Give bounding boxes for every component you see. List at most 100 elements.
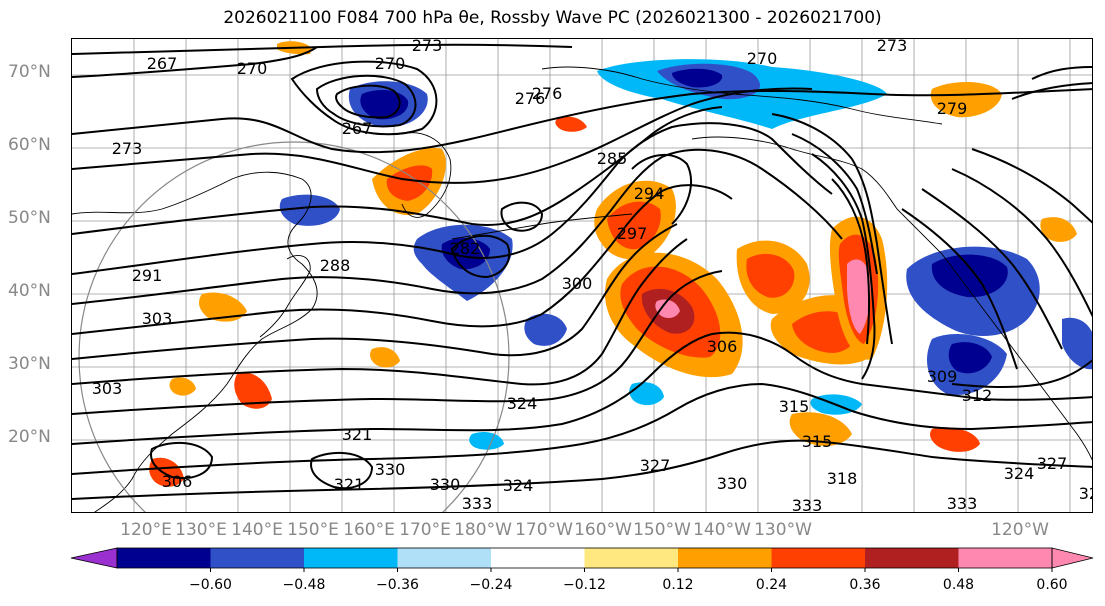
longitude-label: 180°W	[454, 520, 512, 540]
theta-e-contour	[72, 46, 318, 78]
positive-anomaly-region	[930, 82, 1002, 118]
contour-label: 294	[634, 184, 665, 203]
contour-label: 306	[707, 337, 738, 356]
positive-anomaly-region	[847, 259, 871, 334]
contour-label: 330	[430, 475, 461, 494]
longitude-label: 150°E	[287, 520, 339, 540]
theta-e-contour	[72, 122, 833, 275]
positive-anomaly-region	[746, 253, 795, 298]
theta-e-contour	[1031, 66, 1092, 80]
positive-anomaly-region	[607, 201, 661, 250]
positive-anomaly-region	[555, 116, 587, 132]
colorbar-bin	[678, 548, 772, 568]
theta-e-contour	[951, 168, 1092, 318]
positive-anomaly-region	[199, 292, 247, 322]
theta-e-contour	[310, 451, 374, 489]
colorbar-bin	[491, 548, 585, 568]
theta-e-contour	[335, 84, 401, 119]
colorbar-tick-label: −0.36	[376, 577, 419, 593]
contour-label: 333	[462, 494, 493, 513]
longitude-label: 120°W	[991, 520, 1049, 540]
colorbar-tick-label: 0.60	[1036, 577, 1068, 593]
latitude-label: 20°N	[8, 427, 51, 447]
positive-anomaly-region	[930, 427, 980, 452]
theta-e-contour	[791, 133, 878, 275]
contour-label: 270	[375, 54, 406, 73]
theta-e-contour	[290, 60, 438, 136]
theta-e-contour	[72, 270, 723, 415]
longitude-label: 120°E	[120, 520, 172, 540]
theta-e-contour	[921, 188, 1063, 350]
contour-label: 276	[532, 84, 563, 103]
kamchatka-coastline	[401, 132, 452, 218]
colorbar-bin	[304, 548, 398, 568]
negative-anomaly-region	[1062, 317, 1092, 370]
contour-label: 306	[162, 472, 193, 491]
contour-label: 327	[1037, 454, 1068, 473]
colorbar-tick-label: 0.48	[942, 577, 975, 593]
colorbar-boxes	[70, 547, 1094, 572]
positive-anomaly-region	[234, 372, 272, 409]
longitude-label: 140°E	[231, 520, 283, 540]
latitude-label: 70°N	[8, 62, 51, 82]
theta-e-contour	[72, 148, 843, 305]
negative-anomaly-region	[279, 194, 340, 226]
colorbar-bin	[397, 548, 491, 568]
contour-label: 273	[877, 39, 908, 55]
contour-label: 324	[503, 476, 534, 495]
theta-e-contour	[150, 441, 214, 479]
latitude-label: 40°N	[8, 281, 51, 301]
theta-e-contour	[771, 113, 893, 345]
longitude-label: 130°W	[754, 520, 812, 540]
contour-label: 270	[237, 59, 268, 78]
negative-anomaly-region	[948, 342, 992, 374]
colorbar-tick-label: 0.36	[849, 577, 881, 593]
positive-anomaly-region	[386, 165, 433, 201]
contour-label: 276	[515, 89, 546, 108]
colorbar-tick-label: −0.12	[563, 577, 606, 593]
reference-circle	[78, 141, 510, 512]
positive-anomaly-region	[1040, 217, 1077, 242]
longitude-label: 160°W	[574, 520, 632, 540]
contour-label: 324	[1004, 464, 1035, 483]
contour-label: 273	[112, 139, 143, 158]
contour-label: 279	[937, 99, 968, 118]
longitude-label: 130°E	[175, 520, 227, 540]
latitude-label: 50°N	[8, 208, 51, 228]
theta-e-contour	[951, 359, 1092, 389]
contour-label: 291	[132, 266, 163, 285]
colorbar-tick-label: 0.12	[662, 577, 694, 593]
latitude-label: 30°N	[8, 354, 51, 374]
theta-e-contour	[72, 88, 1092, 154]
contour-label: 333	[792, 496, 823, 513]
longitude-label: 170°E	[399, 520, 451, 540]
theta-e-contour	[901, 208, 1018, 370]
theta-e-contour	[971, 148, 1092, 224]
theta-e-contour	[72, 382, 1092, 475]
contour-label: 324	[507, 394, 538, 413]
contour-label: 267	[342, 119, 373, 138]
theta-e-contour	[72, 87, 813, 184]
contour-label: 303	[92, 379, 123, 398]
colorbar-tick-label: −0.24	[469, 577, 513, 593]
theta-e-contour	[811, 153, 876, 380]
theta-e-contour	[72, 223, 678, 360]
positive-anomaly-region	[655, 299, 680, 319]
contour-label: 273	[412, 39, 443, 55]
negative-anomaly-region	[469, 432, 504, 450]
alaska-coastline	[691, 136, 1092, 461]
longitude-label: 140°W	[693, 520, 751, 540]
contour-label: 321	[334, 475, 365, 494]
contour-label: 327	[1079, 484, 1093, 503]
contour-label: 288	[320, 256, 351, 275]
theta-e-contour	[831, 178, 871, 345]
contour-label: 333	[947, 494, 978, 513]
theta-e-contour	[72, 439, 1092, 500]
positive-anomaly-region	[149, 457, 184, 487]
contour-label: 327	[640, 456, 671, 475]
theta-e-contours	[72, 43, 1092, 500]
contour-label: 312	[962, 386, 993, 405]
map-panel: 273 273 276 276 270 270 270 267 267 273 279 285 294 2…	[71, 38, 1093, 513]
contour-label: 315	[779, 397, 810, 416]
